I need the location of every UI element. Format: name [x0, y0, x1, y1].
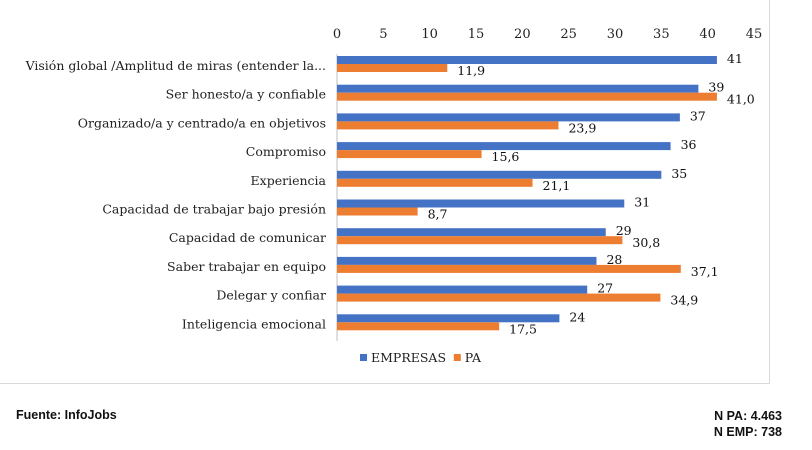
sample-size-pa: N PA: 4.463	[714, 409, 782, 423]
data-label: 8,7	[428, 207, 448, 222]
x-tick-label: 20	[514, 27, 531, 42]
sample-size-emp: N EMP: 738	[713, 425, 782, 439]
bar-empresas	[337, 142, 671, 151]
category-label: Saber trabajar en equipo	[167, 259, 326, 274]
bar-pa	[337, 64, 448, 72]
legend-swatch-pa	[453, 354, 461, 361]
x-tick-label: 45	[746, 27, 763, 42]
data-label: 21,1	[543, 178, 571, 193]
bar-empresas	[337, 285, 588, 294]
bar-pa	[337, 264, 681, 273]
data-label: 41,0	[727, 92, 755, 107]
x-tick-label: 25	[560, 27, 577, 42]
category-label: Ser honesto/a y confiable	[166, 87, 326, 102]
bar-pa	[337, 150, 482, 159]
bar-chart: 0 5 10 15 20 25 30 35 40 45 Visión global /Amplitu…	[25, 27, 763, 365]
bar-empresas	[337, 84, 699, 93]
data-label: 41	[727, 51, 743, 66]
data-label: 29	[616, 223, 632, 238]
bar-empresas	[337, 113, 680, 122]
bar-empresas	[337, 199, 625, 208]
x-tick-label: 10	[421, 27, 438, 42]
bar-empresas	[337, 256, 597, 265]
bar-empresas	[337, 56, 717, 64]
data-label: 39	[708, 80, 724, 95]
data-label: 15,6	[492, 149, 520, 164]
chart-frame: 0 5 10 15 20 25 30 35 40 45 Visión global /Amplitu…	[0, 0, 770, 384]
data-label: 35	[671, 166, 687, 181]
bar-pa	[337, 236, 623, 245]
x-tick-label: 0	[333, 27, 341, 42]
data-label: 31	[634, 195, 650, 210]
data-label: 28	[606, 252, 622, 267]
bar-pa	[337, 121, 559, 130]
bar-pa	[337, 92, 717, 101]
data-label: 27	[597, 281, 613, 296]
legend-swatch-empresas	[360, 354, 367, 361]
category-label: Organizado/a y centrado/a en objetivos	[78, 115, 326, 130]
data-label: 36	[681, 137, 697, 152]
legend-label-pa: PA	[465, 350, 482, 365]
data-label: 23,9	[568, 120, 596, 135]
x-tick-label: 15	[468, 27, 485, 42]
data-label: 34,9	[670, 293, 698, 308]
data-label: 24	[569, 309, 585, 324]
bar-empresas	[337, 228, 606, 237]
bar-pa	[337, 293, 661, 302]
data-label: 11,9	[457, 63, 485, 78]
source-note: Fuente: InfoJobs	[16, 408, 117, 422]
data-label: 37,1	[691, 264, 719, 279]
category-label: Experiencia	[251, 173, 327, 188]
bar-empresas	[337, 170, 662, 179]
x-tick-label: 35	[653, 27, 670, 42]
sample-size-note: N PA: 4.463 N EMP: 738	[714, 408, 782, 440]
x-tick-label: 30	[607, 27, 624, 42]
category-label: Inteligencia emocional	[182, 316, 326, 331]
bar-pa	[337, 322, 500, 331]
data-label: 37	[690, 108, 706, 123]
legend-label-empresas: EMPRESAS	[371, 350, 446, 365]
x-tick-label: 5	[379, 27, 387, 42]
category-label: Compromiso	[246, 144, 326, 159]
data-label: 17,5	[509, 321, 537, 336]
data-label: 30,8	[632, 235, 660, 250]
category-label: Capacidad de trabajar bajo presión	[102, 202, 326, 217]
category-label: Capacidad de comunicar	[169, 230, 326, 245]
bar-pa	[337, 207, 418, 216]
bar-empresas	[337, 314, 560, 323]
category-label: Delegar y confiar	[216, 288, 326, 303]
x-tick-label: 40	[699, 27, 716, 42]
bar-pa	[337, 178, 533, 187]
category-label: Visión global /Amplitud de miras (entend…	[25, 58, 326, 73]
